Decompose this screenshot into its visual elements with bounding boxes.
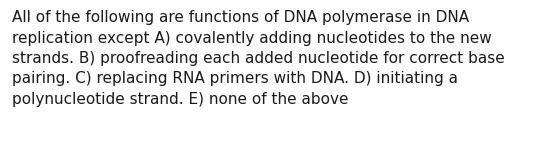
Text: All of the following are functions of DNA polymerase in DNA
replication except A: All of the following are functions of DN…	[12, 10, 505, 107]
